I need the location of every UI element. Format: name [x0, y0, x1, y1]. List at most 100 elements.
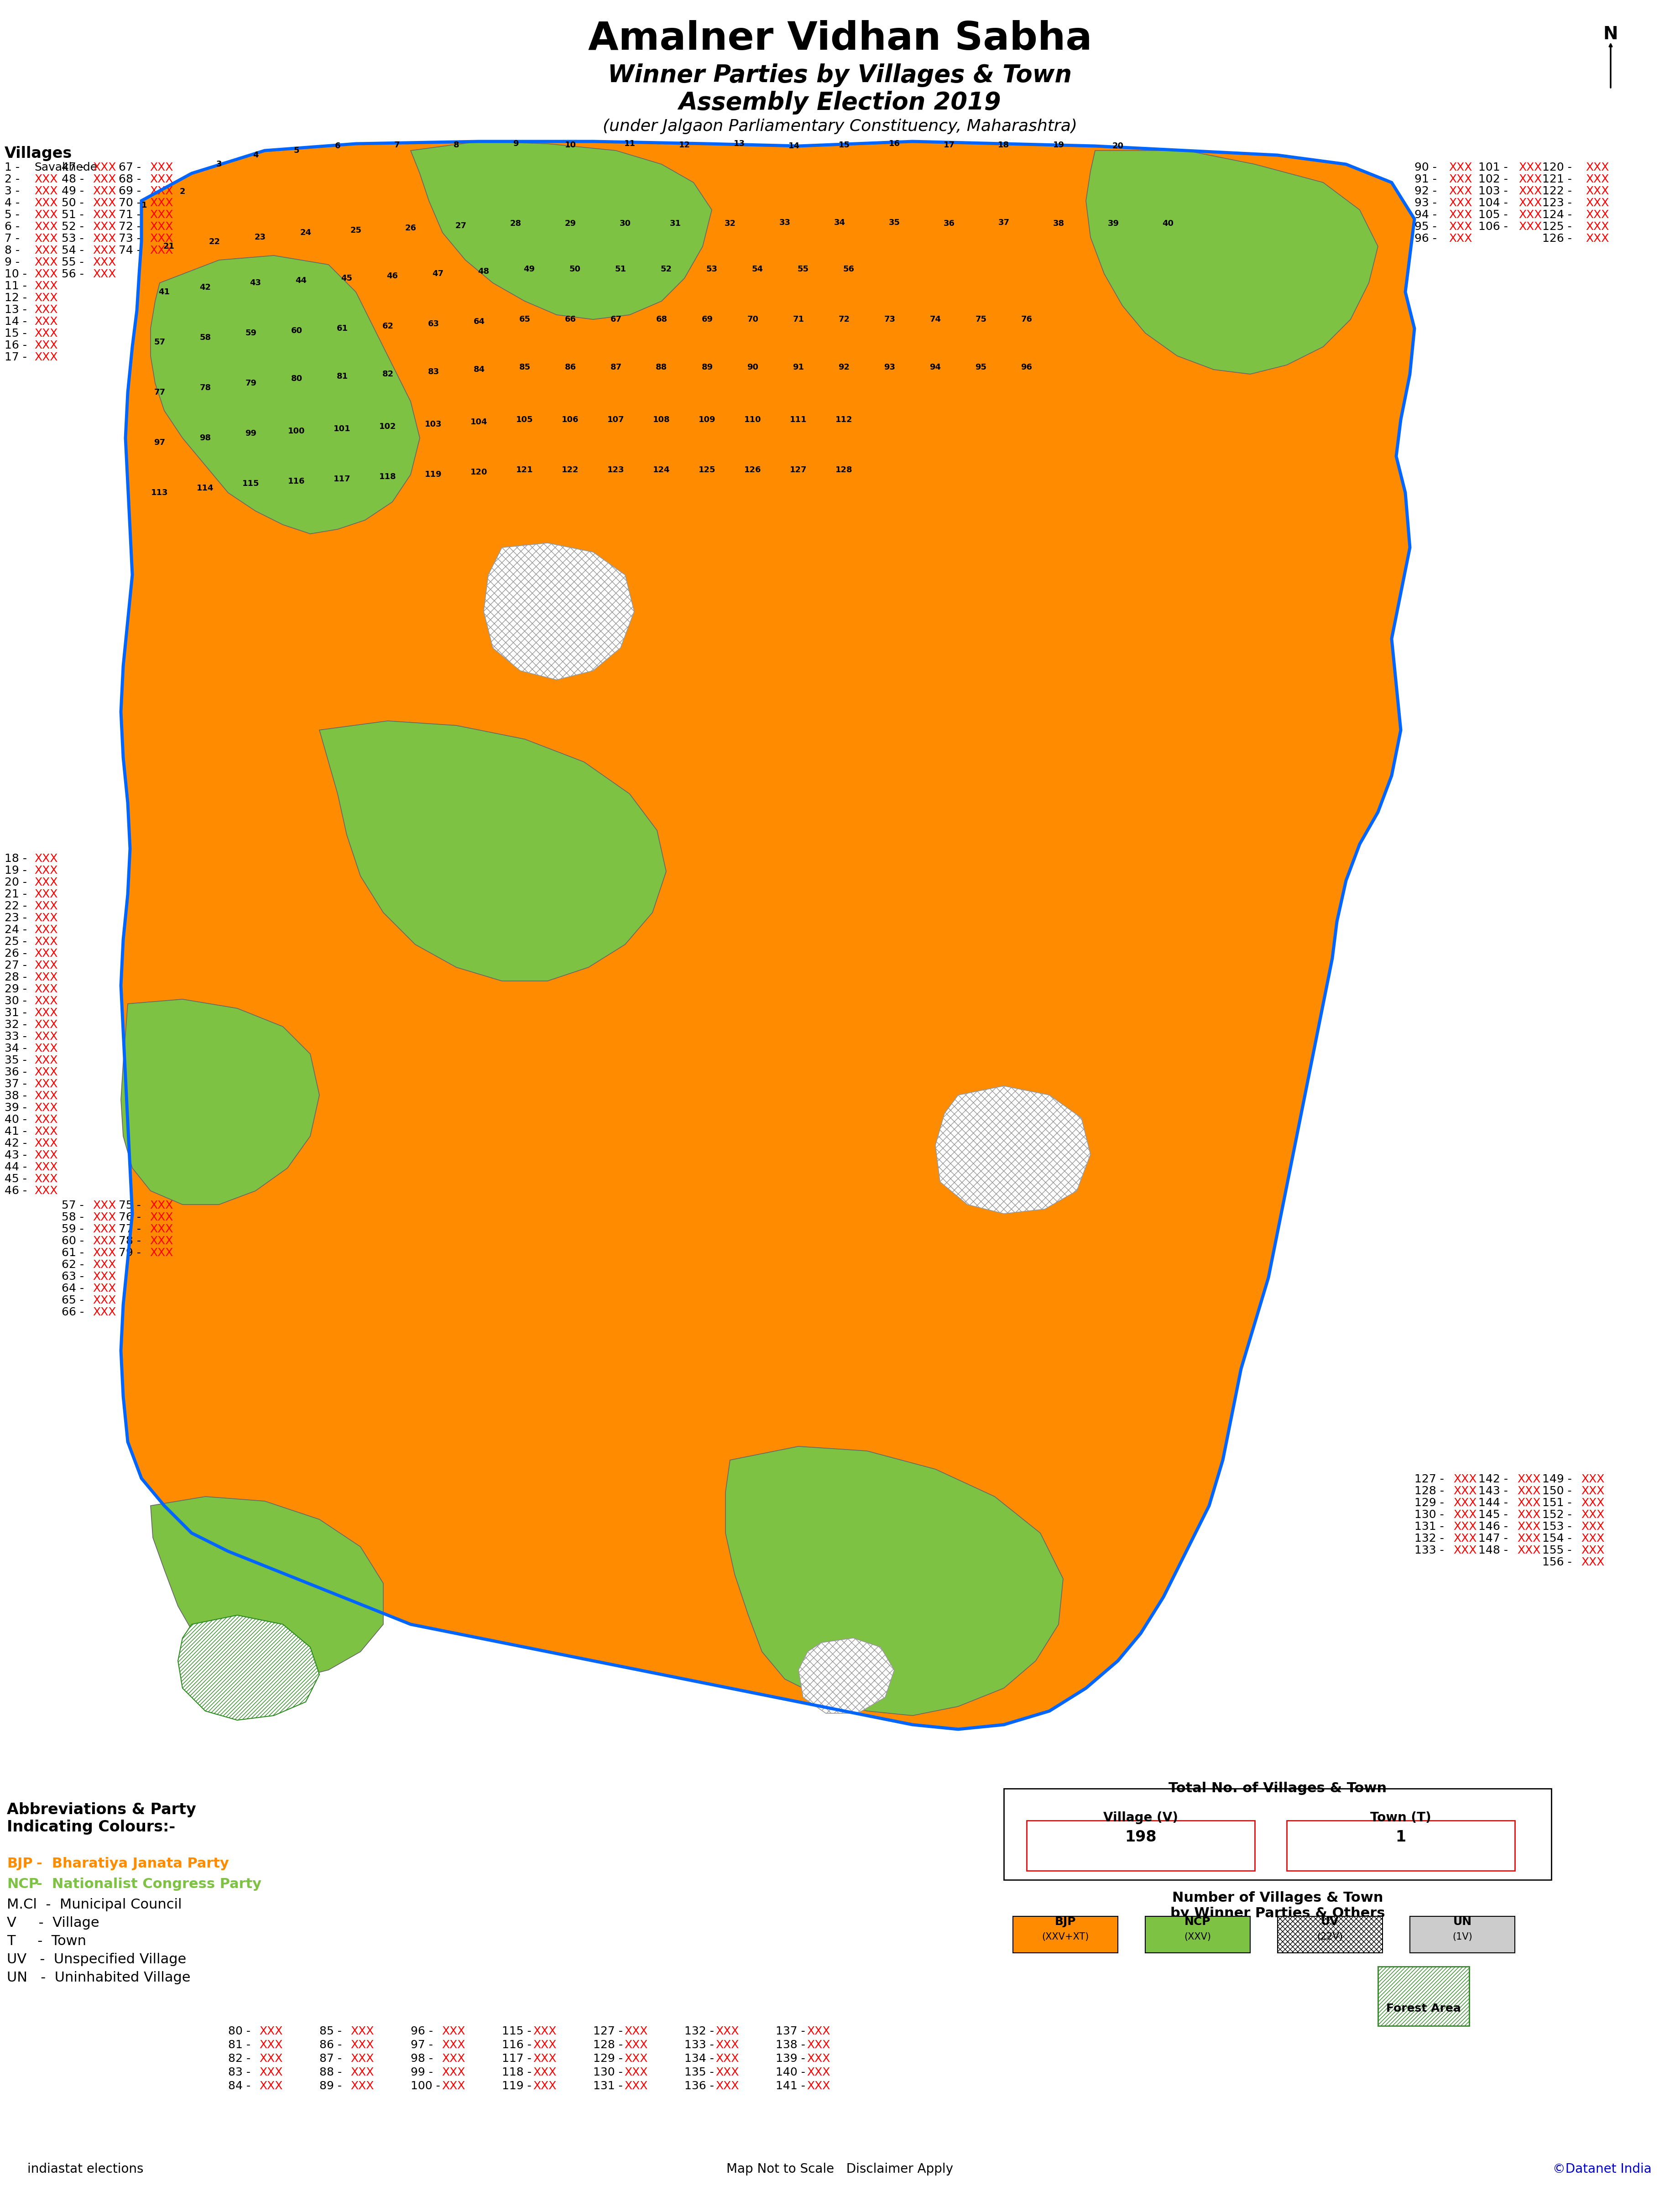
- Text: XXX: XXX: [1453, 1510, 1477, 1521]
- Text: 22: 22: [208, 237, 220, 245]
- Text: 82: 82: [381, 370, 393, 379]
- Text: 121: 121: [516, 467, 533, 473]
- Text: 75 -: 75 -: [119, 1201, 141, 1212]
- Text: XXX: XXX: [150, 1212, 173, 1223]
- Text: 94: 94: [929, 364, 941, 372]
- FancyBboxPatch shape: [1146, 1917, 1250, 1952]
- Text: 122 -: 122 -: [1542, 186, 1572, 197]
- Text: XXX: XXX: [150, 1247, 173, 1258]
- Text: BJP: BJP: [7, 1858, 32, 1871]
- Text: XXX: XXX: [34, 316, 57, 326]
- Text: XXX: XXX: [34, 1019, 57, 1030]
- Text: XXX: XXX: [1448, 221, 1472, 232]
- Text: 43: 43: [250, 278, 260, 287]
- Text: 18 -: 18 -: [5, 852, 27, 863]
- Text: 78 -: 78 -: [119, 1236, 141, 1247]
- Text: XXX: XXX: [533, 2027, 556, 2038]
- Text: XXX: XXX: [150, 197, 173, 208]
- Text: 85: 85: [519, 364, 531, 372]
- Text: XXX: XXX: [92, 256, 116, 267]
- Text: XXX: XXX: [806, 2066, 830, 2077]
- Polygon shape: [484, 543, 635, 679]
- Text: 45 -: 45 -: [5, 1174, 27, 1185]
- Text: V     -  Village: V - Village: [7, 1917, 99, 1930]
- Text: 34: 34: [833, 219, 845, 226]
- Text: XXX: XXX: [92, 245, 116, 256]
- Text: XXX: XXX: [442, 2040, 465, 2051]
- Text: 14 -: 14 -: [5, 316, 27, 326]
- Text: 46: 46: [386, 272, 398, 280]
- Text: 109: 109: [699, 416, 716, 423]
- Text: 14: 14: [788, 142, 800, 151]
- Text: 72 -: 72 -: [119, 221, 141, 232]
- Text: XXX: XXX: [34, 984, 57, 995]
- Text: XXX: XXX: [92, 1284, 116, 1295]
- Text: XXX: XXX: [806, 2081, 830, 2092]
- Text: M.Cl  -  Municipal Council: M.Cl - Municipal Council: [7, 1897, 181, 1911]
- Text: XXX: XXX: [806, 2040, 830, 2051]
- Text: XXX: XXX: [1581, 1485, 1604, 1496]
- Text: 68 -: 68 -: [119, 173, 141, 184]
- Text: 85 -: 85 -: [319, 2027, 341, 2038]
- Text: 123 -: 123 -: [1542, 197, 1572, 208]
- Text: 21: 21: [163, 243, 175, 250]
- FancyBboxPatch shape: [1005, 1788, 1551, 1880]
- Text: 120 -: 120 -: [1542, 162, 1572, 173]
- Text: 119 -: 119 -: [502, 2081, 531, 2092]
- Text: XXX: XXX: [34, 995, 57, 1006]
- Text: 82 -: 82 -: [228, 2053, 250, 2064]
- Text: 91 -: 91 -: [1415, 173, 1436, 184]
- Text: Savakhede: Savakhede: [34, 162, 97, 173]
- Text: XXX: XXX: [150, 1201, 173, 1212]
- Text: 102: 102: [380, 423, 396, 432]
- Text: 1: 1: [141, 202, 148, 210]
- Text: XXX: XXX: [34, 911, 57, 922]
- Text: XXX: XXX: [625, 2066, 647, 2077]
- Text: N: N: [1603, 26, 1618, 44]
- Text: XXX: XXX: [806, 2053, 830, 2064]
- Text: 59: 59: [245, 329, 257, 337]
- Text: 116: 116: [287, 478, 306, 486]
- Text: 28: 28: [509, 219, 521, 228]
- Text: (XXV+XT): (XXV+XT): [1042, 1932, 1089, 1941]
- Text: XXX: XXX: [34, 329, 57, 340]
- Text: 58 -: 58 -: [62, 1212, 84, 1223]
- Text: 38: 38: [1053, 219, 1065, 228]
- Text: 96: 96: [1021, 364, 1032, 372]
- Text: Number of Villages & Town
by Winner Parties & Others: Number of Villages & Town by Winner Part…: [1171, 1891, 1384, 1919]
- Text: UV   -  Unspecified Village: UV - Unspecified Village: [7, 1952, 186, 1965]
- Text: XXX: XXX: [1581, 1545, 1604, 1556]
- Text: Town (T): Town (T): [1371, 1812, 1431, 1825]
- Text: XXX: XXX: [533, 2081, 556, 2092]
- Text: 113: 113: [151, 489, 168, 497]
- Text: 32 -: 32 -: [5, 1019, 27, 1030]
- Text: 84 -: 84 -: [228, 2081, 250, 2092]
- Text: 19: 19: [1053, 140, 1063, 149]
- Text: UN   -  Uninhabited Village: UN - Uninhabited Village: [7, 1972, 190, 1985]
- Text: XXX: XXX: [1448, 232, 1472, 243]
- Text: 150 -: 150 -: [1542, 1485, 1572, 1496]
- Text: XXX: XXX: [92, 197, 116, 208]
- Text: 36 -: 36 -: [5, 1067, 27, 1078]
- Text: 49: 49: [524, 265, 534, 274]
- Text: 10 -: 10 -: [5, 269, 27, 280]
- Text: 29 -: 29 -: [5, 984, 27, 995]
- Text: 52: 52: [660, 265, 672, 274]
- Text: 73: 73: [884, 316, 895, 324]
- Text: Villages: Villages: [5, 147, 72, 162]
- Text: 143 -: 143 -: [1478, 1485, 1509, 1496]
- Text: 61: 61: [336, 324, 348, 333]
- Text: XXX: XXX: [625, 2053, 647, 2064]
- FancyBboxPatch shape: [1410, 1917, 1515, 1952]
- Text: UV: UV: [1320, 1917, 1339, 1928]
- Text: XXX: XXX: [1448, 197, 1472, 208]
- Text: XXX: XXX: [1581, 1496, 1604, 1507]
- Text: XXX: XXX: [34, 221, 57, 232]
- Text: XXX: XXX: [1586, 210, 1609, 221]
- Text: XXX: XXX: [1586, 173, 1609, 184]
- Text: XXX: XXX: [533, 2040, 556, 2051]
- Text: 131 -: 131 -: [593, 2081, 623, 2092]
- Text: 131 -: 131 -: [1415, 1521, 1445, 1532]
- Text: 3 -: 3 -: [5, 186, 20, 197]
- Text: XXX: XXX: [34, 1126, 57, 1137]
